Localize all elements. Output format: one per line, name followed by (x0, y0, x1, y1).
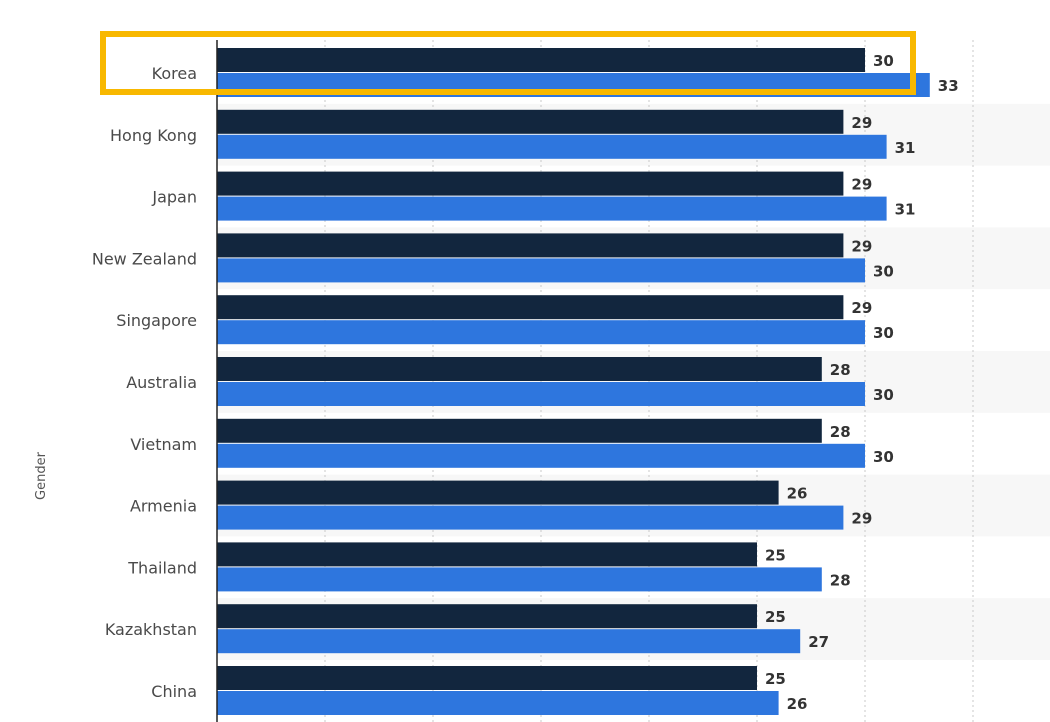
data-label: 25 (765, 670, 786, 688)
category-label: China (151, 682, 197, 701)
bar-china-series-1 (217, 666, 757, 690)
bar-thailand-series-2 (217, 567, 822, 592)
data-label: 25 (765, 608, 786, 626)
bar-hong-kong-series-1 (217, 109, 844, 134)
data-label: 29 (851, 176, 872, 194)
data-label: 28 (830, 361, 851, 379)
bar-vietnam-series-1 (217, 418, 822, 443)
bar-japan-series-1 (217, 171, 844, 196)
data-label: 25 (765, 546, 786, 564)
data-label: 30 (873, 52, 894, 70)
bar-china-series-2 (217, 691, 779, 715)
category-label: Singapore (116, 311, 197, 330)
data-label: 29 (851, 114, 872, 132)
data-label: 26 (787, 485, 808, 503)
category-label: Korea (152, 64, 197, 83)
data-label: 30 (873, 448, 894, 466)
data-label: 26 (787, 695, 808, 713)
data-label: 27 (808, 633, 829, 651)
bar-new-zealand-series-1 (217, 233, 844, 258)
data-label: 30 (873, 324, 894, 342)
data-label: 30 (873, 386, 894, 404)
category-label: Vietnam (130, 435, 197, 454)
data-label: 29 (851, 510, 872, 528)
y-axis-title: Gender (34, 451, 49, 500)
highlight-box (100, 31, 916, 95)
category-label: Kazakhstan (105, 620, 197, 639)
bar-japan-series-2 (217, 196, 887, 221)
category-label: New Zealand (92, 249, 197, 268)
bar-singapore-series-2 (217, 320, 865, 345)
bar-hong-kong-series-2 (217, 134, 887, 159)
category-label: Australia (126, 373, 197, 392)
category-label: Armenia (130, 497, 197, 516)
bar-korea-series-1 (217, 48, 865, 72)
data-label: 29 (851, 299, 872, 317)
bar-australia-series-2 (217, 382, 865, 406)
category-label: Hong Kong (110, 126, 197, 145)
bar-armenia-series-2 (217, 505, 844, 530)
data-label: 29 (851, 237, 872, 255)
data-label: 31 (895, 139, 916, 157)
category-label: Thailand (127, 558, 197, 577)
bar-singapore-series-1 (217, 295, 844, 320)
bar-armenia-series-1 (217, 480, 779, 505)
bar-australia-series-1 (217, 357, 822, 381)
bar-new-zealand-series-2 (217, 258, 865, 283)
data-label: 31 (895, 201, 916, 219)
bar-kazakhstan-series-2 (217, 629, 801, 654)
data-label: 30 (873, 262, 894, 280)
category-label: Japan (151, 188, 197, 207)
data-label: 28 (830, 571, 851, 589)
bar-kazakhstan-series-1 (217, 604, 757, 629)
bar-vietnam-series-2 (217, 443, 865, 468)
bar-thailand-series-1 (217, 542, 757, 567)
data-label: 28 (830, 423, 851, 441)
data-label: 33 (938, 77, 959, 95)
